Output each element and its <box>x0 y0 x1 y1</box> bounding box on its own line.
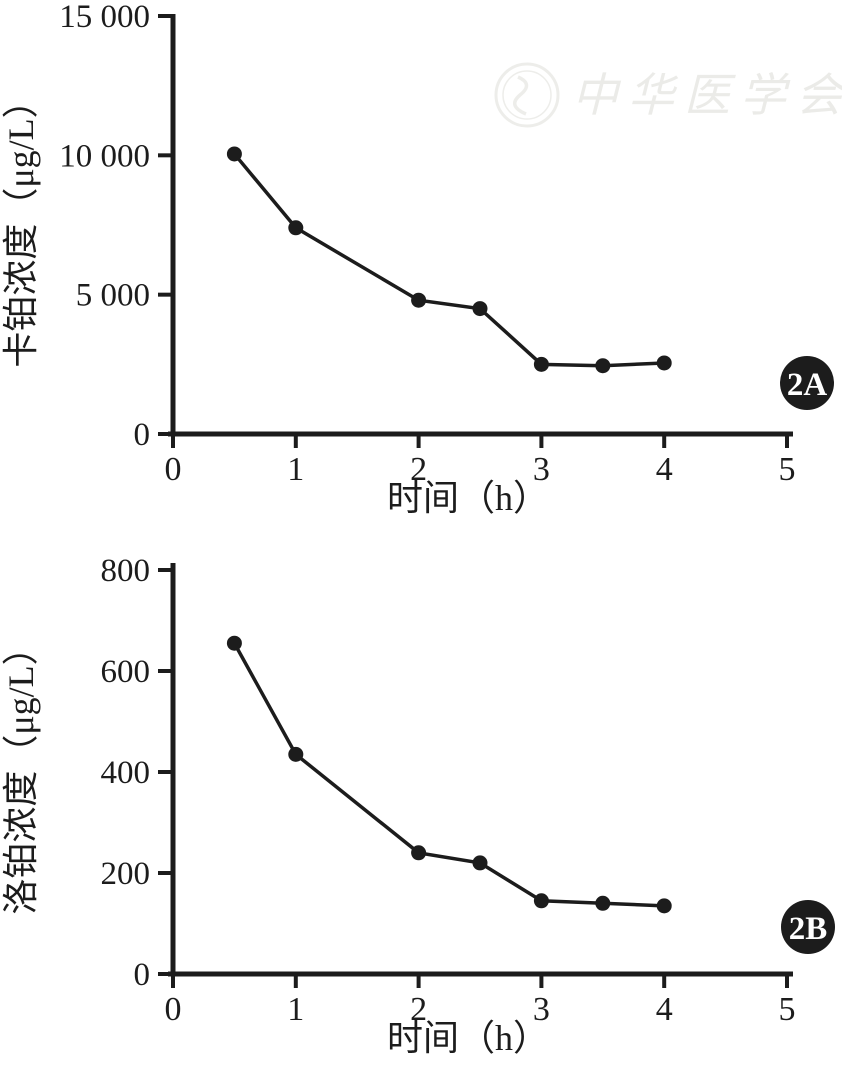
data-point <box>226 635 242 651</box>
panel-badge: 2B <box>781 900 835 954</box>
data-point <box>472 855 488 871</box>
y-tick-label: 15 000 <box>59 0 150 35</box>
watermark-text: 中华医学会 <box>572 70 842 121</box>
y-tick-label: 5 000 <box>76 278 150 314</box>
data-point <box>595 358 611 374</box>
x-tick-label: 2 <box>410 991 427 1028</box>
data-point <box>411 845 427 861</box>
y-tick-label: 800 <box>101 553 151 589</box>
x-tick-label: 1 <box>287 451 304 488</box>
data-point <box>533 893 549 909</box>
y-tick-label: 0 <box>134 957 151 993</box>
x-tick-label: 3 <box>533 451 550 488</box>
series-group <box>226 146 672 374</box>
data-point <box>288 746 304 762</box>
panel-badge-label: 2A <box>787 367 828 403</box>
data-point <box>288 220 304 236</box>
x-tick-label: 3 <box>533 991 550 1028</box>
chart-2b: 0 200 400 600 800 0 1 2 3 4 5 时间（h） 洛铂浓度（μg/L） 2B <box>1 553 835 1058</box>
data-point <box>411 292 427 308</box>
data-point <box>533 356 549 372</box>
panel-badge-circle <box>781 900 835 954</box>
x-tick-label: 4 <box>656 991 673 1028</box>
series-line <box>232 642 665 908</box>
x-tick-label: 2 <box>410 451 427 488</box>
panel-badge: 2A <box>780 356 834 410</box>
panel-badge-label: 2B <box>789 911 828 947</box>
x-tick-label: 1 <box>287 991 304 1028</box>
x-tick-label: 5 <box>779 991 796 1028</box>
cma-seal-icon <box>494 62 560 128</box>
y-tick-label: 10 000 <box>59 138 150 174</box>
y-axis-title: 卡铂浓度（μg/L） <box>1 82 41 367</box>
series-line <box>233 152 665 368</box>
watermark: 中华医学会 <box>494 62 842 128</box>
x-tick-label: 0 <box>165 451 182 488</box>
data-point <box>595 895 611 911</box>
axes-group: 0 5 000 10 000 15 000 0 1 2 3 4 5 <box>59 0 795 488</box>
chart-2a: 中华医学会 0 5 000 10 000 15 000 0 1 2 3 4 5 时间（h） 卡铂浓… <box>1 0 842 518</box>
y-tick-label: 0 <box>134 417 151 453</box>
data-point <box>472 301 488 317</box>
x-axis-title: 时间（h） <box>387 1018 549 1058</box>
y-tick-label: 200 <box>101 856 151 892</box>
y-axis-title: 洛铂浓度（μg/L） <box>1 629 41 914</box>
panel-badge-circle <box>780 356 834 410</box>
data-point <box>226 146 242 162</box>
x-tick-label: 5 <box>779 451 796 488</box>
data-point <box>656 898 672 914</box>
y-tick-label: 400 <box>101 755 151 791</box>
y-tick-label: 600 <box>101 654 151 690</box>
series-group <box>226 635 672 914</box>
x-tick-label: 0 <box>165 991 182 1028</box>
x-axis-title: 时间（h） <box>387 478 549 518</box>
data-point <box>656 355 672 371</box>
x-tick-label: 4 <box>656 451 673 488</box>
axes-group: 0 200 400 600 800 0 1 2 3 4 5 <box>101 553 796 1028</box>
